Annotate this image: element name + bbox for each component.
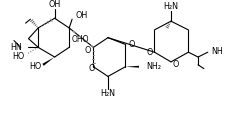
Text: O: O [172,60,178,69]
Text: O: O [84,46,90,55]
Text: HO: HO [13,52,25,61]
Text: OHO: OHO [72,35,89,44]
Text: HO: HO [29,62,41,71]
Text: O: O [88,64,94,73]
Text: OH: OH [75,11,87,20]
Text: O: O [128,40,134,49]
Polygon shape [125,66,138,68]
Text: NH: NH [211,47,223,56]
Text: H₂N: H₂N [163,2,178,11]
Text: HN: HN [10,43,22,52]
Text: H₂N: H₂N [100,89,115,98]
Text: O: O [146,48,152,57]
Text: OH: OH [48,0,61,9]
Polygon shape [42,57,54,66]
Text: NH₂: NH₂ [146,62,161,71]
